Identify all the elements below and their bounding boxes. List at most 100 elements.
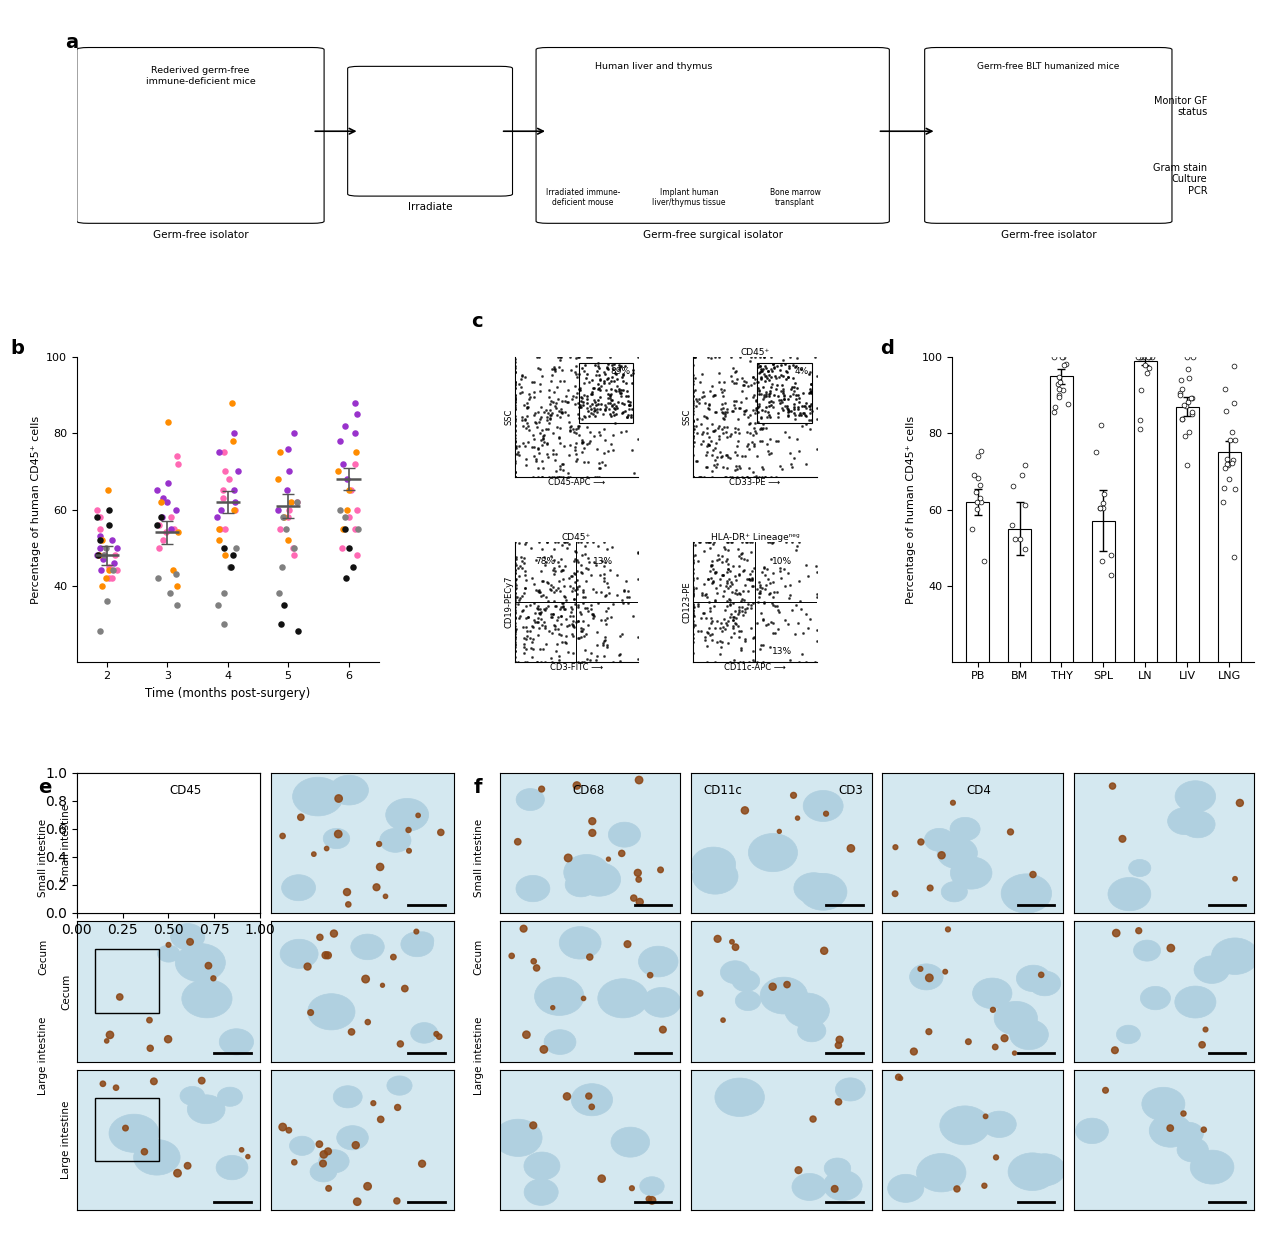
Point	[504, 553, 525, 573]
Point	[541, 391, 562, 411]
Point	[684, 382, 704, 401]
Point	[564, 564, 585, 584]
Point	[1091, 498, 1111, 517]
Point	[567, 367, 588, 387]
Point	[577, 347, 598, 367]
Point	[520, 621, 540, 641]
Point	[509, 374, 530, 394]
Point	[841, 839, 861, 858]
Point	[684, 426, 704, 446]
Point	[731, 589, 751, 609]
Point	[593, 404, 613, 424]
Point	[549, 624, 570, 643]
Point	[735, 629, 755, 648]
Point	[653, 1020, 673, 1040]
Point	[504, 431, 525, 451]
Bar	[966, 501, 989, 737]
Point	[758, 366, 778, 385]
Point	[1106, 924, 1126, 944]
Point	[531, 601, 552, 621]
Point	[527, 625, 548, 645]
Point	[504, 559, 525, 579]
Point	[366, 877, 387, 897]
Point	[728, 563, 749, 583]
Point	[581, 1097, 602, 1116]
Point	[788, 405, 809, 425]
Point	[588, 394, 608, 414]
Point	[577, 401, 598, 421]
Point	[586, 438, 607, 458]
Circle shape	[109, 1114, 159, 1152]
Point	[159, 935, 179, 955]
Point	[504, 445, 525, 464]
Point	[713, 403, 733, 422]
Point	[716, 614, 736, 634]
Point	[684, 601, 704, 621]
Point	[328, 462, 348, 482]
Circle shape	[941, 882, 968, 902]
Point	[801, 374, 822, 394]
Circle shape	[289, 1136, 315, 1156]
Point	[343, 557, 364, 577]
Circle shape	[337, 1125, 369, 1150]
Point	[562, 566, 582, 585]
Point	[159, 412, 179, 432]
Point	[753, 459, 773, 479]
Point	[740, 414, 760, 433]
Point	[740, 564, 760, 584]
Point	[571, 605, 591, 625]
Point	[97, 480, 118, 500]
Point	[561, 601, 581, 621]
Point	[691, 609, 712, 629]
Point	[531, 610, 552, 630]
Point	[741, 347, 762, 367]
Point	[588, 401, 608, 421]
Text: Monitor GF
status: Monitor GF status	[1155, 95, 1207, 117]
Point	[383, 947, 403, 967]
Point	[586, 395, 607, 415]
Point	[543, 467, 563, 487]
Point	[527, 608, 548, 627]
Point	[705, 578, 726, 598]
Point	[507, 619, 527, 638]
Point	[504, 635, 525, 655]
Point	[512, 366, 532, 385]
Circle shape	[692, 858, 739, 894]
Point	[728, 566, 749, 585]
Point	[1224, 547, 1244, 567]
Point	[220, 557, 241, 577]
Point	[329, 789, 349, 809]
Point	[721, 532, 741, 552]
Point	[759, 396, 780, 416]
Point	[221, 393, 242, 412]
Point	[717, 416, 737, 436]
Point	[554, 599, 575, 619]
Point	[709, 416, 730, 436]
Point	[357, 1013, 378, 1032]
Point	[735, 574, 755, 594]
Point	[718, 578, 739, 598]
Point	[1217, 454, 1238, 474]
Point	[815, 804, 836, 824]
Point	[594, 372, 614, 391]
Point	[518, 420, 539, 440]
Point	[617, 934, 637, 953]
Point	[147, 515, 168, 535]
Point	[529, 412, 549, 432]
Point	[541, 546, 562, 566]
Point	[787, 536, 808, 556]
Point	[627, 627, 648, 647]
Point	[713, 587, 733, 606]
Point	[717, 532, 737, 552]
Point	[785, 405, 805, 425]
Point	[768, 600, 788, 620]
Point	[596, 609, 617, 629]
Point	[795, 393, 815, 412]
Circle shape	[1211, 937, 1258, 974]
Point	[692, 603, 713, 622]
Point	[527, 347, 548, 367]
Point	[800, 382, 820, 401]
Point	[106, 561, 127, 580]
Point	[595, 627, 616, 647]
Point	[553, 598, 573, 618]
